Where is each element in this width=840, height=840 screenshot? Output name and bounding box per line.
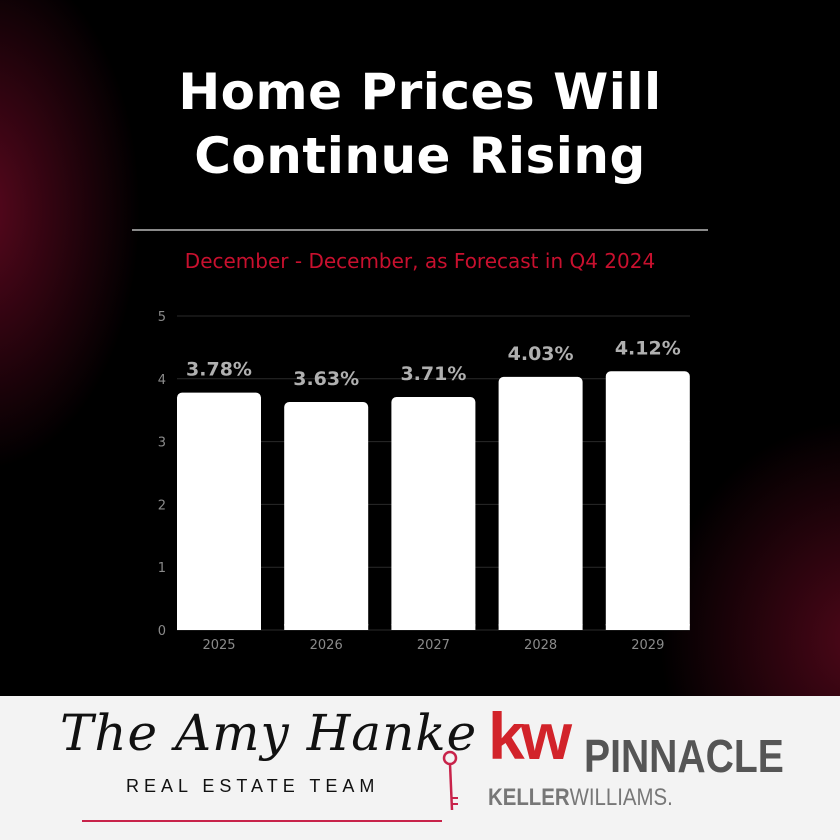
bar-base bbox=[284, 624, 369, 630]
background bbox=[0, 0, 840, 696]
data-label: 3.71% bbox=[400, 363, 466, 385]
x-tick-label: 2027 bbox=[417, 638, 450, 653]
bar-base bbox=[605, 624, 690, 630]
bar-base bbox=[391, 624, 476, 630]
keller-williams-logo: KELLERWILLIAMS. bbox=[488, 784, 673, 812]
bar-2025 bbox=[177, 392, 261, 630]
x-tick-label: 2026 bbox=[310, 638, 343, 653]
data-label: 3.63% bbox=[293, 368, 359, 390]
y-tick-label: 4 bbox=[158, 373, 166, 388]
key-icon bbox=[442, 750, 458, 811]
y-tick-label: 0 bbox=[158, 624, 166, 639]
bar-2026 bbox=[284, 402, 369, 630]
logo-underline bbox=[82, 820, 442, 822]
bar-2029 bbox=[605, 371, 690, 630]
chart-subtitle: December - December, as Forecast in Q4 2… bbox=[184, 249, 656, 273]
data-label: 4.12% bbox=[615, 337, 681, 359]
x-tick-label: 2029 bbox=[631, 638, 664, 653]
y-tick-label: 2 bbox=[158, 498, 166, 513]
amy-hanke-logo: The Amy Hanke bbox=[60, 704, 478, 762]
data-label: 4.03% bbox=[508, 343, 574, 365]
logo-tagline: REAL ESTATE TEAM bbox=[126, 776, 380, 796]
page-title-line-2: Continue Rising bbox=[194, 127, 646, 185]
y-tick-label: 5 bbox=[158, 310, 166, 325]
keller-text: KELLER bbox=[488, 784, 570, 811]
x-tick-label: 2028 bbox=[524, 638, 557, 653]
data-label: 3.78% bbox=[186, 359, 252, 381]
bar-base bbox=[498, 624, 583, 630]
y-tick-label: 1 bbox=[158, 561, 166, 576]
pinnacle-logo: PINNACLE bbox=[584, 730, 784, 782]
bar-base bbox=[177, 624, 261, 630]
divider bbox=[132, 229, 708, 231]
x-tick-label: 2025 bbox=[202, 638, 235, 653]
footer-logos: The Amy Hanke REAL ESTATE TEAM kw PINNAC… bbox=[0, 696, 840, 840]
bar-2028 bbox=[498, 376, 583, 630]
y-tick-label: 3 bbox=[158, 436, 166, 451]
bar-chart: 0 1 2 3 4 5 3.78% 2025 3.63% 2026 3.71% 2027 4.03% 20… bbox=[158, 310, 690, 653]
williams-text: WILLIAMS. bbox=[569, 784, 673, 811]
kw-logo: kw bbox=[488, 699, 572, 773]
bar-2027 bbox=[391, 397, 476, 630]
page-title-line-1: Home Prices Will bbox=[178, 63, 662, 121]
